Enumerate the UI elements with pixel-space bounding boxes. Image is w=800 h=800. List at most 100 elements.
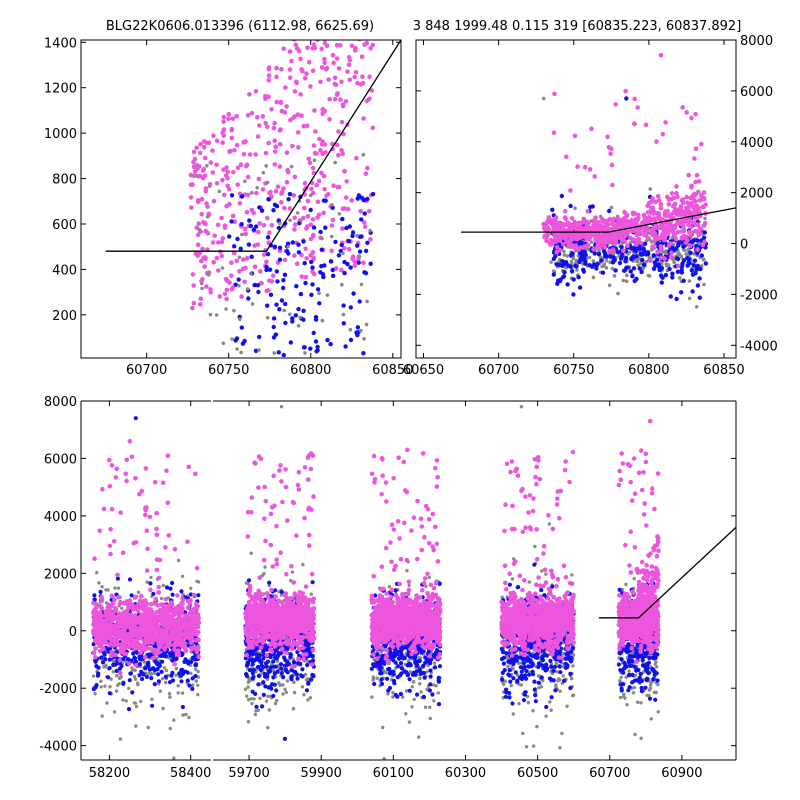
- data-point: [321, 198, 327, 203]
- data-point: [168, 726, 172, 731]
- data-point: [271, 668, 276, 673]
- data-point: [577, 285, 583, 290]
- data-point: [127, 678, 132, 683]
- data-point: [370, 125, 376, 131]
- data-point: [562, 270, 567, 275]
- data-point: [281, 692, 285, 696]
- data-point: [99, 626, 105, 631]
- data-point: [97, 581, 101, 585]
- data-point: [279, 200, 284, 205]
- data-point: [99, 622, 104, 627]
- data-point: [246, 242, 252, 247]
- data-point: [138, 650, 143, 656]
- data-point: [687, 279, 692, 283]
- data-point: [552, 269, 556, 274]
- data-point: [266, 197, 271, 202]
- data-point: [304, 224, 310, 229]
- data-point: [701, 190, 707, 195]
- data-point: [680, 223, 686, 229]
- data-point: [288, 218, 292, 223]
- data-point: [631, 237, 636, 242]
- data-point: [345, 69, 350, 74]
- data-point: [574, 264, 579, 269]
- data-point: [599, 258, 604, 263]
- data-point: [127, 577, 133, 582]
- data-point: [252, 264, 258, 270]
- data-point: [232, 308, 236, 313]
- data-point: [231, 250, 237, 256]
- data-point: [347, 224, 352, 229]
- data-point: [189, 631, 194, 637]
- data-point: [188, 182, 194, 188]
- data-point: [139, 593, 144, 599]
- data-point: [703, 202, 708, 207]
- data-point: [277, 164, 283, 169]
- data-point: [619, 244, 624, 250]
- data-point: [123, 471, 128, 477]
- data-point: [648, 208, 654, 213]
- data-point: [635, 212, 641, 218]
- data-point: [110, 623, 116, 629]
- data-point: [255, 229, 261, 235]
- data-point: [168, 603, 173, 608]
- data-point: [288, 652, 293, 657]
- data-point: [325, 337, 330, 343]
- data-point: [275, 279, 280, 284]
- data-point: [668, 254, 674, 260]
- data-point: [271, 208, 276, 213]
- data-point: [100, 585, 104, 589]
- data-point: [137, 655, 142, 660]
- data-point: [269, 223, 275, 228]
- data-point: [695, 247, 700, 252]
- data-point: [340, 102, 346, 107]
- data-point: [681, 258, 687, 263]
- data-point: [263, 120, 268, 126]
- data-point: [646, 273, 651, 278]
- data-point: [226, 112, 232, 117]
- data-point: [629, 217, 634, 223]
- data-point: [251, 227, 257, 232]
- data-point: [340, 206, 346, 212]
- data-point: [607, 248, 612, 254]
- data-point: [190, 676, 195, 681]
- data-point: [126, 638, 132, 643]
- data-point: [650, 244, 655, 250]
- data-point: [354, 155, 359, 161]
- data-point: [267, 708, 271, 712]
- data-point: [313, 317, 319, 322]
- data-point: [263, 661, 268, 666]
- data-point: [236, 277, 241, 282]
- data-point: [279, 67, 284, 72]
- data-point: [592, 174, 597, 179]
- data-point: [194, 173, 198, 178]
- data-point: [577, 259, 582, 265]
- data-point: [109, 463, 115, 468]
- data-point: [361, 351, 366, 356]
- data-point: [203, 155, 208, 161]
- data-point: [99, 598, 105, 604]
- data-point: [145, 613, 150, 619]
- data-point: [339, 79, 344, 85]
- data-point: [118, 670, 123, 676]
- data-point: [311, 42, 317, 47]
- data-point: [239, 294, 244, 299]
- data-point: [584, 219, 590, 224]
- data-point: [103, 657, 108, 662]
- data-point: [135, 608, 141, 614]
- data-point: [693, 179, 698, 185]
- data-point: [152, 480, 158, 485]
- data-point: [118, 648, 123, 653]
- data-point: [274, 74, 279, 80]
- data-point: [623, 88, 628, 94]
- data-point: [154, 628, 159, 634]
- data-point: [227, 234, 232, 239]
- data-point: [113, 586, 117, 590]
- data-point: [141, 639, 147, 644]
- data-point: [310, 672, 315, 678]
- data-point: [284, 104, 289, 109]
- data-point: [174, 636, 179, 642]
- data-point: [301, 345, 307, 350]
- data-point: [288, 312, 292, 317]
- data-point: [271, 125, 277, 131]
- data-point: [224, 307, 228, 311]
